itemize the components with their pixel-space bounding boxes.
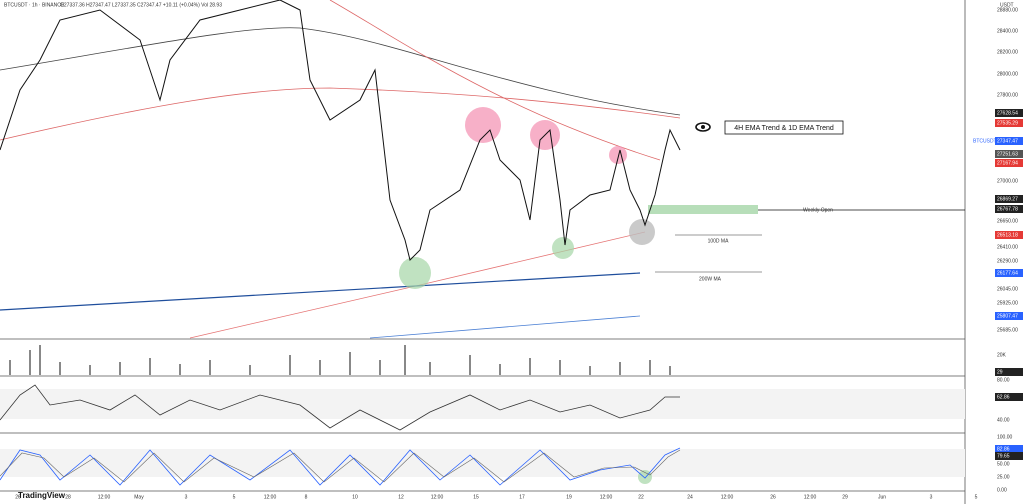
ema-red-top (329, 0, 661, 161)
pane-borders (0, 0, 966, 504)
ma-blue-light (369, 315, 641, 339)
axis-label: 20K (997, 352, 1007, 358)
time-label: 5 (975, 494, 978, 500)
axis-label: 27535.29 (997, 120, 1018, 126)
time-label: 3 (185, 494, 188, 500)
price-tag (995, 109, 1023, 117)
axis-label: 27800.00 (997, 92, 1018, 98)
ema-red (0, 87, 681, 141)
axis-label: 27628.54 (997, 110, 1018, 116)
ma-100d-label: 100D MA (708, 238, 730, 244)
time-label: 12:00 (431, 494, 444, 500)
trend-label: 4H EMA Trend & 1D EMA Trend (734, 125, 834, 132)
price-tag (995, 231, 1023, 239)
time-label: 12:00 (600, 494, 613, 500)
price-tag (995, 159, 1023, 167)
axis-label: 28880.00 (997, 7, 1018, 13)
price-tag (995, 368, 1023, 376)
time-label: 12 (398, 494, 404, 500)
time-label: 12:00 (98, 494, 111, 500)
time-label: 15 (473, 494, 479, 500)
time-label: 5 (233, 494, 236, 500)
price-tag (995, 137, 1023, 145)
time-label: May (134, 494, 144, 500)
time-label: 3 (930, 494, 933, 500)
price-tag (995, 195, 1023, 203)
volume-bars (9, 345, 671, 375)
axis-label: 26767.78 (997, 206, 1018, 212)
axis-label: 28200.00 (997, 49, 1018, 55)
price-tag (995, 269, 1023, 277)
axis-label: 80.00 (997, 377, 1010, 383)
axis-label: 26290.00 (997, 258, 1018, 264)
weekly-open-label: Weekly Open (803, 207, 833, 213)
axis-label: 26869.27 (997, 196, 1018, 202)
price-tag (995, 312, 1023, 320)
header-symbol: BTCUSDT · 1h · BINANCE (4, 2, 65, 8)
axis-label: 26045.00 (997, 286, 1018, 292)
symbol-tag: BTCUSDT (973, 138, 997, 144)
axis-label: 27251.63 (997, 151, 1018, 157)
currency: USDT (1000, 2, 1014, 8)
time-label: Jun (878, 494, 886, 500)
ma-200w (0, 272, 641, 311)
time-label: 8 (305, 494, 308, 500)
time-label: 19 (566, 494, 572, 500)
axis-label: 100.00 (997, 434, 1013, 440)
axis-label: 79.65 (997, 453, 1010, 459)
time-label: 29 (842, 494, 848, 500)
time-label: 26 (770, 494, 776, 500)
time-label: 10 (352, 494, 358, 500)
stoch-k (0, 447, 681, 486)
axis-label: 27347.47 (997, 138, 1018, 144)
price-tag (995, 150, 1023, 158)
axis-label: 26410.00 (997, 244, 1018, 250)
ema-black (0, 27, 681, 116)
price-tag (995, 119, 1023, 127)
axis-label: 29 (997, 369, 1003, 375)
axis-label: 82.86 (997, 446, 1010, 452)
time-label: 24 (687, 494, 693, 500)
stoch-band (0, 449, 965, 477)
time-label: 17 (519, 494, 525, 500)
axis-label: 25.00 (997, 474, 1010, 480)
time-label: 28 (65, 494, 71, 500)
axis-label: 26513.18 (997, 232, 1018, 238)
price-path (0, 0, 681, 261)
axis-label: 0.00 (997, 487, 1007, 493)
price-tag (995, 393, 1023, 401)
price-tag (995, 452, 1023, 460)
ma-200w-label: 200W MA (699, 276, 722, 282)
price-tag (995, 205, 1023, 213)
header-ohlc: O27337.36 H27347.47 L27337.35 C27347.47 … (60, 2, 222, 8)
axis-label: 26177.64 (997, 270, 1018, 276)
axis-label: 50.00 (997, 461, 1010, 467)
time-label: 12:00 (804, 494, 817, 500)
time-label: 12:00 (721, 494, 734, 500)
axis-label: 27167.94 (997, 160, 1018, 166)
logo: TradingView (18, 491, 66, 500)
price-tag (995, 445, 1023, 453)
stoch-d (0, 449, 681, 483)
time-label: 22 (638, 494, 644, 500)
axis-label: 25807.47 (997, 313, 1018, 319)
axis-label: 25925.00 (997, 300, 1018, 306)
annotations: 4H EMA Trend & 1D EMA Trend Weekly Open … (655, 120, 965, 282)
axis-label: 28000.00 (997, 71, 1018, 77)
axis-label: 25685.00 (997, 327, 1018, 333)
rsi-line (0, 384, 680, 431)
rsi-band (0, 389, 965, 419)
time-label: 26 (15, 494, 21, 500)
axis-label: 40.00 (997, 417, 1010, 423)
time-label: 12:00 (264, 494, 277, 500)
axis-label: 62.86 (997, 394, 1010, 400)
axes: 28880.0028400.0028200.0028000.0027800.00… (15, 7, 1023, 500)
axis-label: 28400.00 (997, 28, 1018, 34)
axis-label: 26650.00 (997, 218, 1018, 224)
axis-label: 27000.00 (997, 178, 1018, 184)
